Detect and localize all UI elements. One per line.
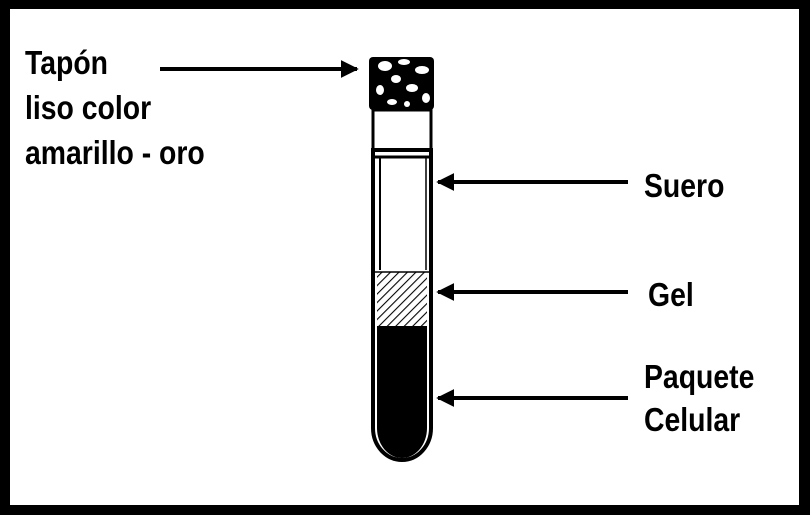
serum-label: Suero	[644, 167, 725, 204]
gel-layer	[375, 271, 429, 326]
tube-cap	[369, 57, 434, 110]
gel-label: Gel	[648, 276, 694, 313]
cap-label-line1: Tapón	[25, 44, 109, 81]
cell-packet	[377, 326, 427, 458]
cells-label-line2: Celular	[644, 401, 741, 438]
cap-label-line2: liso color	[25, 89, 152, 126]
cap-label-line3: amarillo - oro	[25, 134, 205, 171]
cells-label-line1: Paquete	[644, 358, 755, 395]
